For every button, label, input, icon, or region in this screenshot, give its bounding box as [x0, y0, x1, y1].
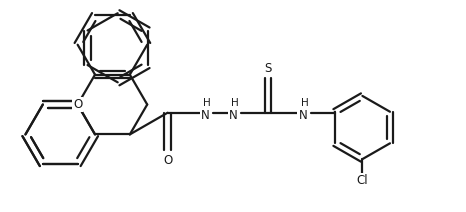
Text: O: O [163, 153, 172, 167]
Text: H: H [204, 98, 211, 108]
Text: H: H [301, 98, 308, 108]
Text: O: O [73, 98, 82, 111]
Text: N: N [298, 109, 307, 122]
Text: S: S [264, 62, 272, 75]
Text: H: H [231, 98, 239, 108]
Text: N: N [201, 109, 210, 122]
Text: N: N [229, 109, 238, 122]
Text: Cl: Cl [356, 174, 368, 187]
